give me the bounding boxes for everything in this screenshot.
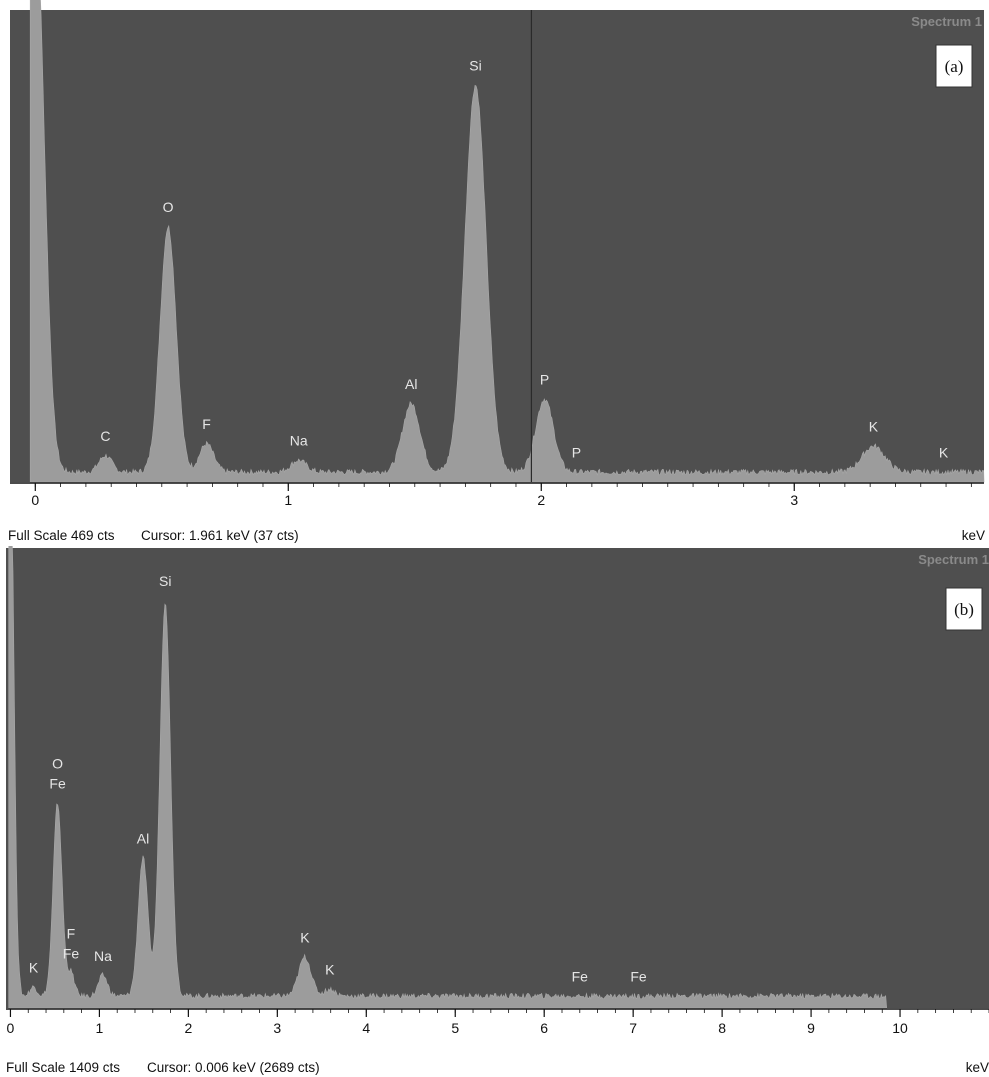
peak-label: Al — [137, 831, 149, 847]
x-tick-label: 9 — [807, 1020, 815, 1036]
peak-label: Na — [290, 433, 308, 449]
full-scale-readout: Full Scale 1409 cts — [6, 1060, 120, 1075]
spectrum-area — [8, 546, 888, 1009]
x-tick-label: 5 — [451, 1020, 459, 1036]
peak-label: Fe — [630, 969, 647, 985]
x-tick-label: 2 — [537, 492, 545, 508]
panel-label: (a) — [945, 57, 964, 76]
x-tick-label: 2 — [184, 1020, 192, 1036]
x-axis-unit: keV — [962, 528, 985, 543]
peak-label: O — [163, 199, 174, 215]
x-axis-unit: keV — [966, 1060, 989, 1075]
panel-label-box — [935, 44, 973, 88]
peak-label: K — [300, 930, 310, 946]
x-tick-label: 10 — [892, 1020, 908, 1036]
spectrum-chart-a: C O F Na Al Si P P K K Spectrum 1 (a) 0 1 2 3 Full S… — [8, 0, 985, 543]
plot-area — [6, 548, 989, 1008]
x-tick-label: 1 — [284, 492, 292, 508]
peak-label: O — [52, 755, 63, 771]
spectrum-title: Spectrum 1 — [918, 552, 989, 567]
peak-label: F — [202, 416, 211, 432]
peak-label: Na — [94, 948, 112, 964]
peak-label: P — [540, 371, 549, 387]
peak-label: P — [572, 444, 581, 460]
peak-label: K — [29, 959, 39, 975]
peak-label: F — [67, 926, 76, 942]
peak-label: Si — [469, 57, 481, 73]
x-tick-label: 3 — [790, 492, 798, 508]
full-scale-readout: Full Scale 469 cts — [8, 528, 115, 543]
cursor-readout: Cursor: 0.006 keV (2689 cts) — [147, 1060, 320, 1075]
peak-label: K — [869, 419, 879, 435]
peak-label: C — [100, 428, 110, 444]
x-tick-label: 3 — [273, 1020, 281, 1036]
spectrum-panel-a: C O F Na Al Si P P K K Spectrum 1 (a) 0 1 2 3 Full S… — [8, 0, 985, 543]
x-tick-label: 0 — [31, 492, 39, 508]
peak-label: Fe — [63, 946, 80, 962]
panel-label: (b) — [954, 600, 974, 619]
peak-label: Al — [405, 376, 417, 392]
panel-label-box — [945, 587, 983, 631]
peak-label: K — [325, 962, 335, 978]
x-tick-label: 8 — [718, 1020, 726, 1036]
spectrum-title: Spectrum 1 — [911, 14, 982, 29]
x-tick-label: 6 — [540, 1020, 548, 1036]
x-tick-label: 0 — [7, 1020, 15, 1036]
peak-label: Fe — [49, 775, 66, 791]
x-tick-label: 4 — [362, 1020, 370, 1036]
x-tick-label: 7 — [629, 1020, 637, 1036]
peak-label: K — [939, 444, 949, 460]
cursor-readout: Cursor: 1.961 keV (37 cts) — [141, 528, 299, 543]
spectrum-area — [29, 0, 985, 483]
peak-label: Si — [159, 573, 171, 589]
peak-label: Fe — [572, 969, 589, 985]
x-tick-label: 1 — [96, 1020, 104, 1036]
